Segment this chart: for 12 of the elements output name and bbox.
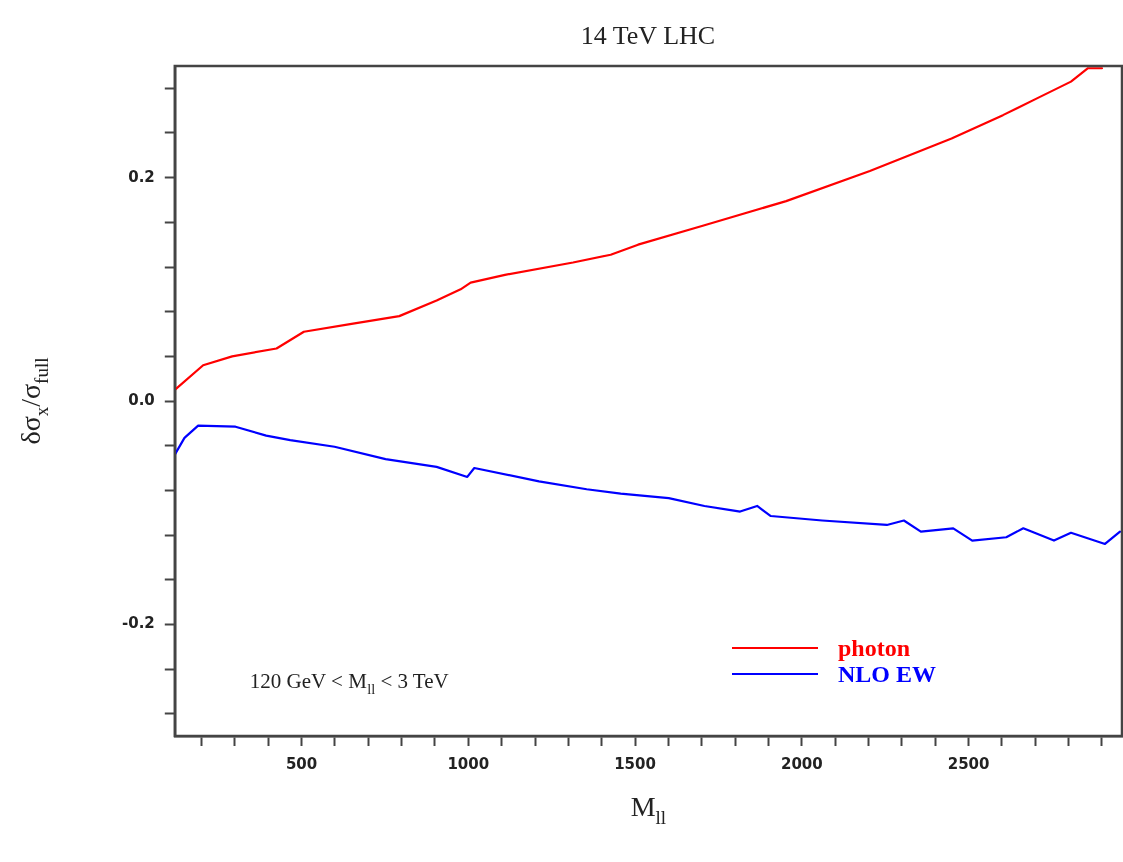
x-tick-label: 500 xyxy=(285,754,318,773)
y-axis-title: δσx/σfull xyxy=(14,357,53,445)
y-tick-label: -0.2 xyxy=(121,614,155,633)
x-tick-label: 2500 xyxy=(947,754,990,773)
y-tick-label: 0.0 xyxy=(128,390,155,409)
x-tick-label: 1500 xyxy=(614,754,656,773)
legend-label: photon xyxy=(838,635,911,661)
chart-title: 14 TeV LHC xyxy=(580,21,716,50)
y-tick-label: 0.2 xyxy=(128,167,155,186)
legend-label: NLO EW xyxy=(838,661,937,687)
x-tick-label: 1000 xyxy=(447,754,490,773)
x-tick-label: 2000 xyxy=(780,754,823,773)
